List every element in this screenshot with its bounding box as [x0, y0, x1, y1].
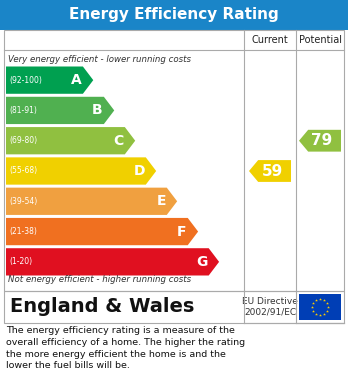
Text: Current: Current [252, 35, 288, 45]
Text: Very energy efficient - lower running costs: Very energy efficient - lower running co… [8, 55, 191, 64]
Bar [0, 0, 348, 30]
Text: (21-38): (21-38) [9, 227, 37, 236]
Bar [299, 294, 341, 320]
Bar [4, 30, 344, 291]
Polygon shape [6, 66, 93, 94]
Text: EU Directive
2002/91/EC: EU Directive 2002/91/EC [242, 297, 298, 317]
Text: The energy efficiency rating is a measure of the
overall efficiency of a home. T: The energy efficiency rating is a measur… [6, 326, 245, 370]
Polygon shape [6, 97, 114, 124]
Text: B: B [92, 104, 103, 117]
Text: Potential: Potential [299, 35, 341, 45]
Text: 59: 59 [261, 163, 283, 179]
Text: E: E [156, 194, 166, 208]
Text: (1-20): (1-20) [9, 257, 32, 266]
Polygon shape [6, 127, 135, 154]
Text: (69-80): (69-80) [9, 136, 37, 145]
Text: A: A [71, 73, 82, 87]
Text: G: G [196, 255, 208, 269]
Polygon shape [6, 218, 198, 245]
Polygon shape [6, 157, 156, 185]
Text: (92-100): (92-100) [9, 75, 42, 84]
Text: (55-68): (55-68) [9, 167, 37, 176]
Polygon shape [249, 160, 291, 182]
Text: Energy Efficiency Rating: Energy Efficiency Rating [69, 7, 279, 23]
Text: F: F [177, 224, 187, 239]
Text: D: D [133, 164, 145, 178]
Polygon shape [299, 130, 341, 152]
Polygon shape [6, 188, 177, 215]
Text: England & Wales: England & Wales [10, 298, 195, 316]
Text: (81-91): (81-91) [9, 106, 37, 115]
Text: Not energy efficient - higher running costs: Not energy efficient - higher running co… [8, 274, 191, 283]
Text: C: C [113, 134, 124, 148]
Text: (39-54): (39-54) [9, 197, 37, 206]
Bar [4, 291, 344, 323]
Text: 79: 79 [311, 133, 333, 148]
Polygon shape [6, 248, 219, 276]
